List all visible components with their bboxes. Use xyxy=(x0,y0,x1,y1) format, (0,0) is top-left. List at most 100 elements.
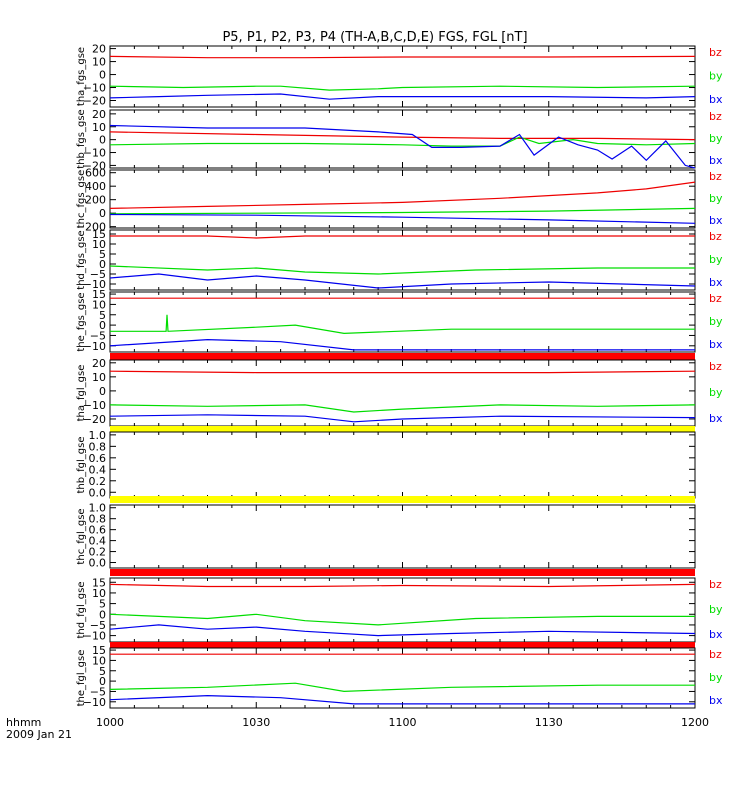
y-tick-label: 200 xyxy=(85,194,106,207)
series-line-bx xyxy=(109,93,696,100)
y-tick-label: 0 xyxy=(99,675,106,688)
legend-bz: bz xyxy=(709,578,722,591)
y-tick-label: 10 xyxy=(92,238,106,251)
flag-bar-yellow xyxy=(110,426,695,432)
series-line-bx xyxy=(109,624,696,637)
flag-bar-yellow xyxy=(110,496,695,503)
y-tick-label: 0 xyxy=(99,385,106,398)
legend-by: by xyxy=(709,671,723,684)
legend-bz: bz xyxy=(709,230,722,243)
y-tick-label: 0.6 xyxy=(89,452,107,465)
flag-bar-red xyxy=(110,569,695,576)
series-line-by xyxy=(109,682,695,693)
series-line-by xyxy=(110,314,695,335)
series-line-by xyxy=(109,207,696,215)
x-tick-label: 1130 xyxy=(535,716,563,729)
y-tick-label: 10 xyxy=(92,654,106,667)
legend-bx: bx xyxy=(709,154,723,167)
y-tick-label: 5 xyxy=(99,309,106,322)
y-tick-label: −10 xyxy=(83,278,106,291)
y-tick-label: 0 xyxy=(99,69,106,82)
legend-bz: bz xyxy=(709,46,722,59)
y-axis-label: thc_fgl_gse xyxy=(76,508,87,564)
y-tick-label: 0.0 xyxy=(89,557,107,570)
y-tick-label: −10 xyxy=(83,630,106,643)
series-line-bx xyxy=(109,124,696,169)
time-format-label: hhmm xyxy=(6,716,42,729)
y-tick-label: 400 xyxy=(85,180,106,193)
series-line-bz xyxy=(109,55,696,59)
y-tick-label: 15 xyxy=(92,576,106,589)
y-axis-label: thd_fgl_gse xyxy=(76,582,87,639)
y-tick-label: 0.4 xyxy=(89,463,107,476)
y-axis-label: the_fgs_gse xyxy=(76,292,87,351)
y-tick-label: −10 xyxy=(83,340,106,353)
series-line-by xyxy=(109,265,695,275)
legend-bz: bz xyxy=(709,360,722,373)
y-axis-label: thb_fgs_gse xyxy=(76,109,87,168)
series-line-bz xyxy=(110,235,695,239)
series-line-by xyxy=(109,613,695,626)
series-line-bx xyxy=(109,414,696,423)
series-line-bz xyxy=(109,131,696,141)
y-tick-label: 5 xyxy=(99,598,106,611)
y-tick-label: 0 xyxy=(99,319,106,332)
legend-bx: bx xyxy=(709,214,723,227)
panel-frame xyxy=(109,504,696,569)
y-axis-label: tha_fgs_gse xyxy=(76,47,87,106)
panel-frame xyxy=(109,647,696,709)
y-tick-label: 20 xyxy=(92,43,106,56)
y-tick-label: 10 xyxy=(92,371,106,384)
y-tick-label: −5 xyxy=(90,685,106,698)
y-axis-label: thc_fgs_gse xyxy=(76,170,87,229)
legend-by: by xyxy=(709,386,723,399)
y-tick-label: 5 xyxy=(99,248,106,261)
y-tick-label: 0.6 xyxy=(89,524,107,537)
flag-bar-red xyxy=(110,642,695,648)
y-tick-label: −20 xyxy=(83,413,106,426)
legend-bz: bz xyxy=(709,170,722,183)
y-tick-label: 0.8 xyxy=(89,440,107,453)
y-tick-label: −5 xyxy=(90,619,106,632)
legend-bz: bz xyxy=(709,292,722,305)
panel-frame xyxy=(109,431,696,499)
legend-bx: bx xyxy=(709,412,723,425)
y-tick-label: −10 xyxy=(83,399,106,412)
y-tick-label: 10 xyxy=(92,121,106,134)
y-tick-label: 0 xyxy=(99,608,106,621)
x-tick-label: 1200 xyxy=(681,716,709,729)
y-axis-label: thd_fgs_gse xyxy=(76,230,87,289)
legend-bx: bx xyxy=(709,276,723,289)
legend-by: by xyxy=(709,192,723,205)
y-axis-label: thb_fgl_gse xyxy=(76,437,87,494)
series-line-bz xyxy=(109,583,696,588)
y-tick-label: −5 xyxy=(90,268,106,281)
y-tick-label: 10 xyxy=(92,587,106,600)
legend-bz: bz xyxy=(709,110,722,123)
series-line-bx xyxy=(109,338,695,351)
series-line-bx xyxy=(109,694,695,705)
y-axis-label: tha_fgl_gse xyxy=(76,365,87,422)
legend-by: by xyxy=(709,315,723,328)
panel-frame xyxy=(109,359,696,427)
x-tick-label: 1000 xyxy=(96,716,124,729)
x-tick-label: 1100 xyxy=(389,716,417,729)
y-tick-label: −200 xyxy=(76,221,106,234)
series-line-bz xyxy=(109,181,696,209)
y-tick-label: −20 xyxy=(83,95,106,108)
flag-bar-red xyxy=(110,353,695,360)
legend-bx: bx xyxy=(709,93,723,106)
series-line-by xyxy=(109,85,696,91)
y-tick-label: 0.2 xyxy=(89,546,107,559)
series-line-bx xyxy=(109,213,696,224)
y-tick-label: 0.2 xyxy=(89,475,107,488)
y-tick-label: −10 xyxy=(83,82,106,95)
legend-by: by xyxy=(709,70,723,83)
series-line-by xyxy=(109,404,696,413)
panel-frame xyxy=(109,229,696,291)
y-tick-label: 0 xyxy=(99,258,106,271)
legend-by: by xyxy=(709,603,723,616)
y-tick-label: 10 xyxy=(92,56,106,69)
y-tick-label: 15 xyxy=(92,644,106,657)
